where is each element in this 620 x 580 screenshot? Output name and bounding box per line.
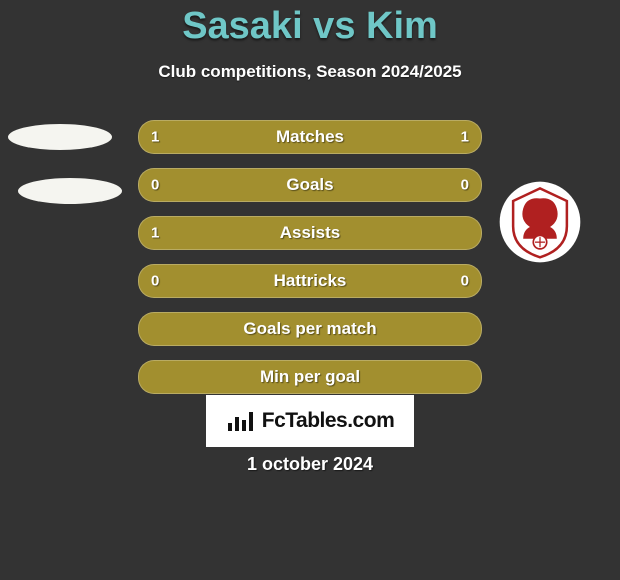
stat-bar: Assists1: [138, 216, 482, 250]
source-logo-text: FcTables.com: [262, 409, 395, 433]
club-crest-icon: [498, 180, 582, 264]
bars-icon: [226, 409, 256, 433]
stat-bar-left-value: 1: [151, 225, 159, 242]
stat-bar-label: Hattricks: [139, 271, 481, 291]
stat-bar-left-value: 1: [151, 129, 159, 146]
source-logo-box: FcTables.com: [206, 395, 414, 447]
page-title: Sasaki vs Kim: [0, 5, 620, 48]
comparison-chart: Matches11Goals00Assists1Hattricks00Goals…: [138, 120, 482, 408]
stat-bar-label: Matches: [139, 127, 481, 147]
stat-bar: Hattricks0 0: [138, 264, 482, 298]
stat-bar-label: Assists: [139, 223, 481, 243]
right-side-crest: [498, 180, 582, 264]
stat-bar: Min per goal: [138, 360, 482, 394]
stat-bar: Goals0 0: [138, 168, 482, 202]
infographic-root: Sasaki vs Kim Club competitions, Season …: [0, 0, 620, 580]
page-subtitle: Club competitions, Season 2024/2025: [0, 62, 620, 82]
stat-bar-right-value: 0: [461, 177, 469, 194]
stat-bar-label: Goals: [139, 175, 481, 195]
date-text: 1 october 2024: [0, 454, 620, 475]
placeholder-ellipse: [18, 178, 122, 204]
placeholder-ellipse: [8, 124, 112, 150]
stat-bar: Goals per match: [138, 312, 482, 346]
stat-bar-left-value: 0: [151, 273, 159, 290]
stat-bar-right-value: 1: [461, 129, 469, 146]
stat-bar-left-value: 0: [151, 177, 159, 194]
stat-bar-label: Min per goal: [139, 367, 481, 387]
stat-bar-label: Goals per match: [139, 319, 481, 339]
stat-bar-right-value: 0: [461, 273, 469, 290]
stat-bar: Matches1 1: [138, 120, 482, 154]
